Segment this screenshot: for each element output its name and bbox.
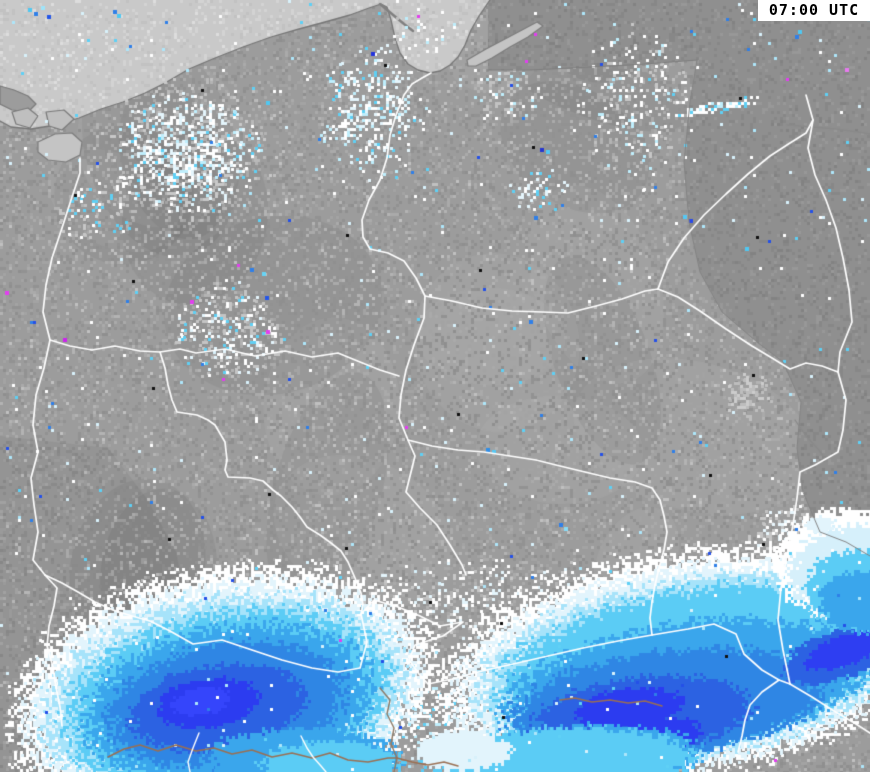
timestamp-badge: 07:00 UTC [758, 0, 870, 21]
